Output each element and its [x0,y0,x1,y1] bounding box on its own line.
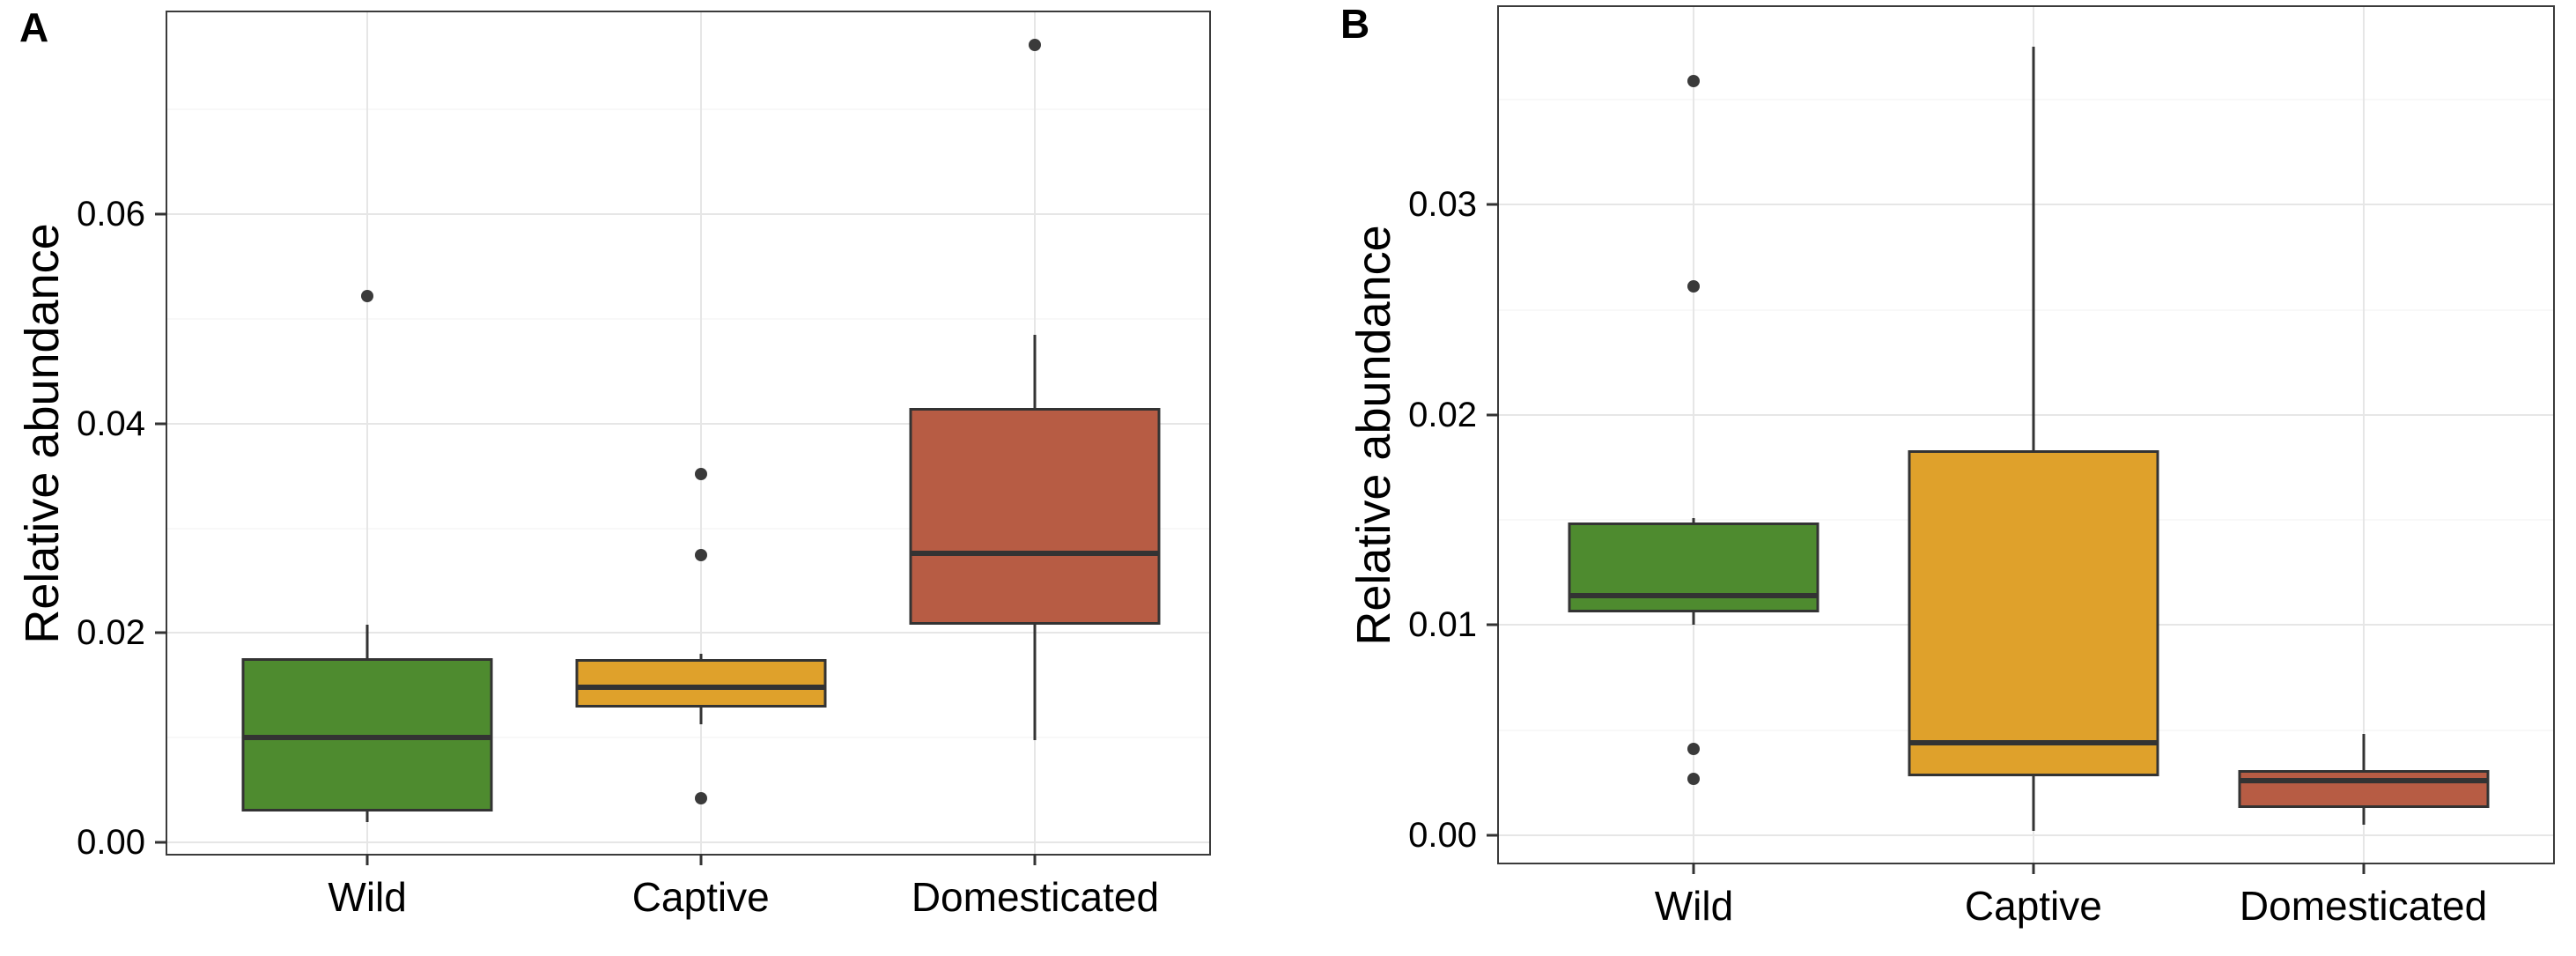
x-axis-category-label: Domesticated [911,874,1160,920]
major-gridline [167,632,1209,634]
panel-b-plot-area: 0.00 0.01 0.02 0.03 Wild Captive Domesticated [1408,5,2555,926]
y-axis-tick-label: 0.03 [1408,185,1477,225]
lower-whisker-captive [699,707,703,724]
outlier-dot-wild [361,289,374,302]
y-axis-tick [155,841,167,844]
upper-whisker-domesticated [1033,334,1037,408]
median-wild [243,735,491,741]
x-axis-tick [1033,854,1037,865]
minor-gridline [1499,99,2553,100]
y-axis-tick-label: 0.06 [77,195,145,234]
minor-gridline [167,528,1209,530]
category-gridline [2362,7,2365,863]
box-captive [575,659,827,708]
box-domesticated [2238,770,2490,808]
panel-a-letter: A [19,4,49,50]
upper-whisker-domesticated [2362,734,2366,771]
lower-whisker-captive [2032,776,2035,832]
outlier-dot-wild [1687,772,1701,785]
panel-a-plot-area: 0.00 0.02 0.04 0.06 Wild Captive Domesticated [77,11,1211,917]
lower-whisker-wild [1692,612,1695,626]
category-gridline [1693,7,1695,863]
median-captive [1909,740,2158,745]
y-axis-tick [1487,623,1499,626]
lower-whisker-wild [365,811,369,823]
upper-whisker-wild [365,624,369,658]
minor-gridline [167,108,1209,110]
panel-b-letter: B [1340,1,1370,47]
minor-gridline [167,737,1209,738]
lower-whisker-domesticated [1033,624,1037,740]
x-axis-tick [699,854,703,865]
minor-gridline [167,318,1209,320]
median-captive [577,685,825,691]
upper-whisker-captive [699,654,703,660]
outlier-dot-captive [694,467,707,480]
y-axis-tick [1487,203,1499,206]
major-gridline [167,213,1209,216]
y-axis-tick-label: 0.04 [77,404,145,443]
outlier-dot-captive [694,792,707,805]
major-gridline [167,841,1209,843]
panel-b-y-axis-title: Relative abundance [1347,225,1400,646]
x-axis-tick [365,854,369,865]
lower-whisker-domesticated [2362,807,2366,826]
x-axis-category-label: Captive [631,874,770,920]
y-axis-tick [155,422,167,426]
y-axis-tick-label: 0.02 [1408,395,1477,434]
box-domesticated [909,407,1161,625]
upper-whisker-captive [2032,47,2035,451]
y-axis-tick [1487,834,1499,837]
y-axis-tick-label: 0.01 [1408,605,1477,645]
outlier-dot-captive [694,549,707,562]
y-axis-tick [155,212,167,216]
y-axis-tick [1487,413,1499,417]
y-axis-tick-label: 0.02 [77,613,145,653]
x-axis-tick [1692,863,1695,874]
minor-gridline [1499,309,2553,311]
box-captive [1908,450,2159,777]
outlier-dot-wild [1687,743,1701,756]
x-axis-tick [2032,863,2035,874]
x-axis-tick [2362,863,2366,874]
x-axis-category-label: Wild [328,874,407,920]
median-domesticated [2240,777,2488,783]
outlier-dot-domesticated [1029,38,1042,51]
median-wild [1569,593,1818,598]
median-domesticated [911,551,1159,557]
category-gridline [366,12,369,854]
category-gridline [699,12,702,854]
major-gridline [167,422,1209,425]
major-gridline [1499,413,2553,416]
major-gridline [1499,204,2553,206]
x-axis-category-label: Domesticated [2239,883,2488,929]
major-gridline [1499,834,2553,836]
y-axis-tick-label: 0.00 [77,822,145,862]
box-wild [1568,522,1819,613]
outlier-dot-wild [1687,74,1701,87]
y-axis-tick-label: 0.00 [1408,815,1477,855]
x-axis-category-label: Captive [1964,883,2102,929]
y-axis-tick [155,631,167,634]
upper-whisker-wild [1692,517,1695,522]
x-axis-category-label: Wild [1654,883,1734,929]
outlier-dot-wild [1687,280,1701,293]
